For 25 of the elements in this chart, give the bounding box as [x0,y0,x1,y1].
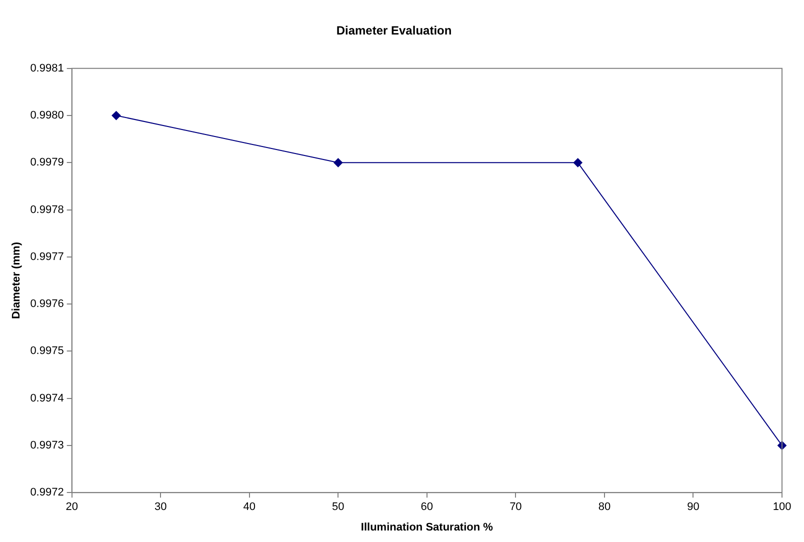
x-tick-label: 60 [420,501,434,514]
chart-title: Diameter Evaluation [336,24,452,38]
point [334,158,343,168]
point [573,158,582,168]
y-tick-label: 0.9973 [30,440,64,452]
x-tick-label: 100 [772,501,792,514]
x-tick-label: 40 [243,501,256,514]
x-tick-label: 30 [154,501,167,514]
x-tick-label: 50 [332,501,344,514]
y-tick-label: 0.9972 [30,486,64,499]
y-tick-label: 0.9979 [30,156,64,169]
y-tick-label: 0.9976 [30,298,64,310]
x-tick-label: 90 [687,501,700,514]
x-axis-title: Illumination Saturation % [360,521,494,534]
y-axis-title: Diameter (mm) [10,242,23,320]
y-tick-label: 0.9975 [30,345,64,358]
y-tick-label: 0.9980 [30,110,64,122]
x-tick-label: 70 [510,501,522,514]
point [112,111,121,120]
y-tick-label: 0.9974 [30,392,64,404]
x-tick-label: 80 [598,501,611,514]
y-tick-label: 0.9977 [30,250,64,263]
y-tick-label: 0.9981 [30,62,64,74]
y-tick-label: 0.9978 [30,204,64,216]
x-tick-label: 20 [66,501,78,514]
